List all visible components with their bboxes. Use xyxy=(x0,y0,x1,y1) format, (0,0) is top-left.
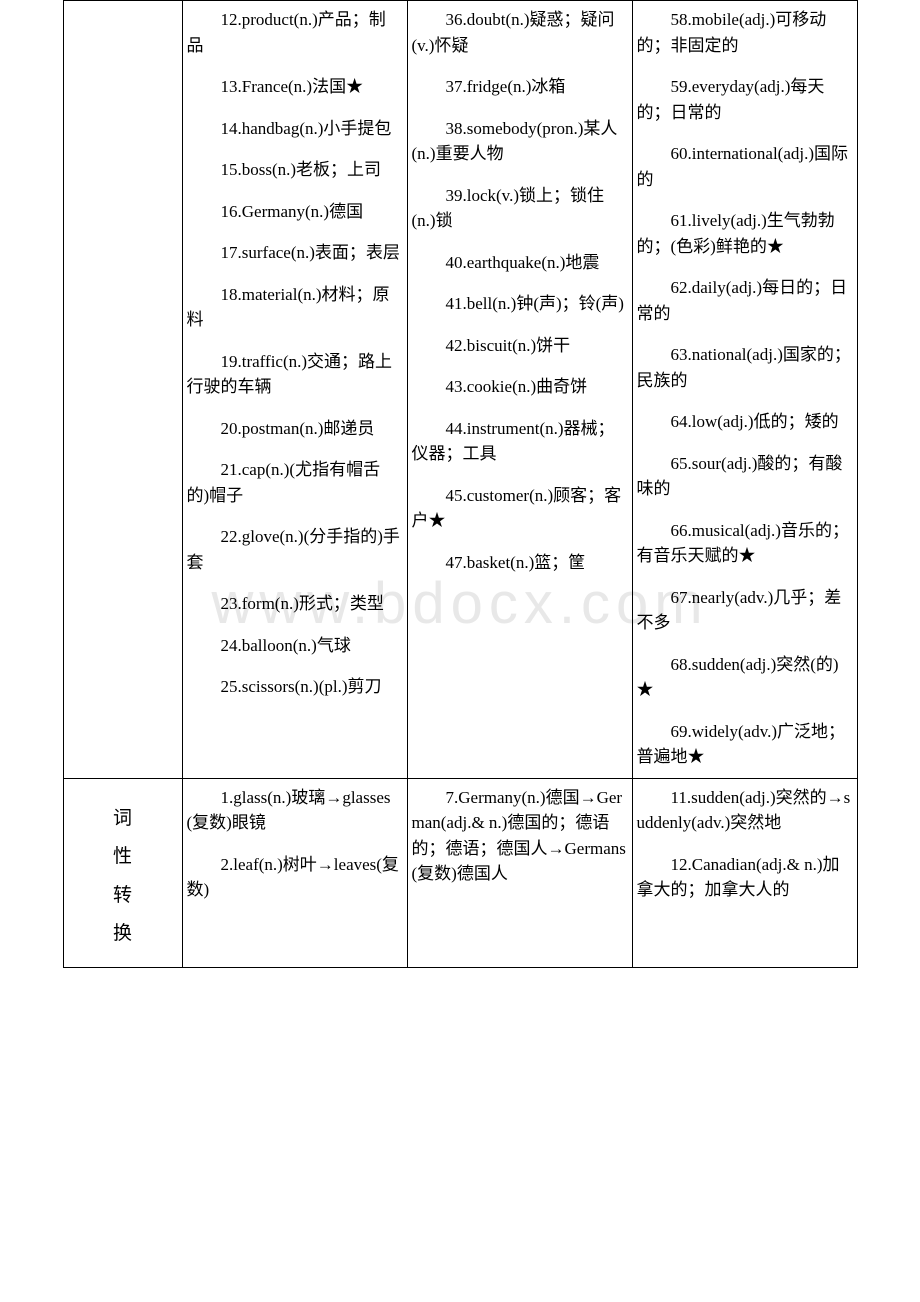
vocab-entry: 65.sour(adj.)酸的；有酸味的 xyxy=(637,451,853,502)
vocab-entry: 19.traffic(n.)交通；路上行驶的车辆 xyxy=(187,349,403,400)
row1-label-cell xyxy=(63,1,182,779)
vocab-entry: 18.material(n.)材料；原料 xyxy=(187,282,403,333)
table-row: 12.product(n.)产品；制品 13.France(n.)法国★ 14.… xyxy=(63,1,857,779)
label-char: 词 xyxy=(68,805,178,834)
vocab-entry: 36.doubt(n.)疑惑；疑问 (v.)怀疑 xyxy=(412,7,628,58)
row2-colC: 11.sudden(adj.)突然的→suddenly(adv.)突然地 12.… xyxy=(632,778,857,967)
vocab-entry: 12.Canadian(adj.& n.)加拿大的；加拿大人的 xyxy=(637,852,853,903)
row1-colA: 12.product(n.)产品；制品 13.France(n.)法国★ 14.… xyxy=(182,1,407,779)
label-char: 换 xyxy=(68,920,178,949)
vocab-entry: 69.widely(adv.)广泛地；普遍地★ xyxy=(637,719,853,770)
vocab-entry: 61.lively(adj.)生气勃勃的；(色彩)鲜艳的★ xyxy=(637,208,853,259)
vocab-entry: 1.glass(n.)玻璃→glasses(复数)眼镜 xyxy=(187,785,403,836)
vocab-entry: 12.product(n.)产品；制品 xyxy=(187,7,403,58)
vocab-entry: 2.leaf(n.)树叶→leaves(复数) xyxy=(187,852,403,903)
vocab-entry: 63.national(adj.)国家的；民族的 xyxy=(637,342,853,393)
row2-colB: 7.Germany(n.)德国→German(adj.& n.)德国的；德语的；… xyxy=(407,778,632,967)
vocab-entry: 40.earthquake(n.)地震 xyxy=(412,250,628,276)
vocab-entry: 66.musical(adj.)音乐的；有音乐天赋的★ xyxy=(637,518,853,569)
vocab-entry: 47.basket(n.)篮；筐 xyxy=(412,550,628,576)
row2-label-cell: 词 性 转 换 xyxy=(63,778,182,967)
vocab-entry: 39.lock(v.)锁上；锁住 (n.)锁 xyxy=(412,183,628,234)
label-char: 转 xyxy=(68,882,178,911)
row1-colC: 58.mobile(adj.)可移动的；非固定的 59.everyday(adj… xyxy=(632,1,857,779)
vocab-entry: 67.nearly(adv.)几乎；差不多 xyxy=(637,585,853,636)
vocab-entry: 59.everyday(adj.)每天的；日常的 xyxy=(637,74,853,125)
vocab-entry: 20.postman(n.)邮递员 xyxy=(187,416,403,442)
vocab-entry: 13.France(n.)法国★ xyxy=(187,74,403,100)
vocab-entry: 44.instrument(n.)器械；仪器；工具 xyxy=(412,416,628,467)
row2-colA: 1.glass(n.)玻璃→glasses(复数)眼镜 2.leaf(n.)树叶… xyxy=(182,778,407,967)
vocab-entry: 25.scissors(n.)(pl.)剪刀 xyxy=(187,674,403,700)
vocab-entry: 16.Germany(n.)德国 xyxy=(187,199,403,225)
vocab-entry: 15.boss(n.)老板；上司 xyxy=(187,157,403,183)
vocab-entry: 7.Germany(n.)德国→German(adj.& n.)德国的；德语的；… xyxy=(412,785,628,887)
vocab-entry: 21.cap(n.)(尤指有帽舌的)帽子 xyxy=(187,457,403,508)
vocab-entry: 42.biscuit(n.)饼干 xyxy=(412,333,628,359)
vocab-entry: 45.customer(n.)顾客；客户★ xyxy=(412,483,628,534)
vocab-entry: 38.somebody(pron.)某人 (n.)重要人物 xyxy=(412,116,628,167)
vocab-entry: 11.sudden(adj.)突然的→suddenly(adv.)突然地 xyxy=(637,785,853,836)
label-char: 性 xyxy=(68,843,178,872)
vocab-entry: 58.mobile(adj.)可移动的；非固定的 xyxy=(637,7,853,58)
vocab-entry: 43.cookie(n.)曲奇饼 xyxy=(412,374,628,400)
vocab-entry: 23.form(n.)形式；类型 xyxy=(187,591,403,617)
vocab-entry: 68.sudden(adj.)突然(的)★ xyxy=(637,652,853,703)
vocab-entry: 37.fridge(n.)冰箱 xyxy=(412,74,628,100)
vocab-entry: 62.daily(adj.)每日的；日常的 xyxy=(637,275,853,326)
vocab-entry: 64.low(adj.)低的；矮的 xyxy=(637,409,853,435)
vocab-entry: 60.international(adj.)国际的 xyxy=(637,141,853,192)
vocab-entry: 14.handbag(n.)小手提包 xyxy=(187,116,403,142)
row1-colB: 36.doubt(n.)疑惑；疑问 (v.)怀疑 37.fridge(n.)冰箱… xyxy=(407,1,632,779)
vocab-entry: 17.surface(n.)表面；表层 xyxy=(187,240,403,266)
vocab-entry: 24.balloon(n.)气球 xyxy=(187,633,403,659)
table-row: 词 性 转 换 1.glass(n.)玻璃→glasses(复数)眼镜 2.le… xyxy=(63,778,857,967)
vocab-entry: 41.bell(n.)钟(声)；铃(声) xyxy=(412,291,628,317)
vocab-entry: 22.glove(n.)(分手指的)手套 xyxy=(187,524,403,575)
vocab-table: 12.product(n.)产品；制品 13.France(n.)法国★ 14.… xyxy=(63,0,858,968)
